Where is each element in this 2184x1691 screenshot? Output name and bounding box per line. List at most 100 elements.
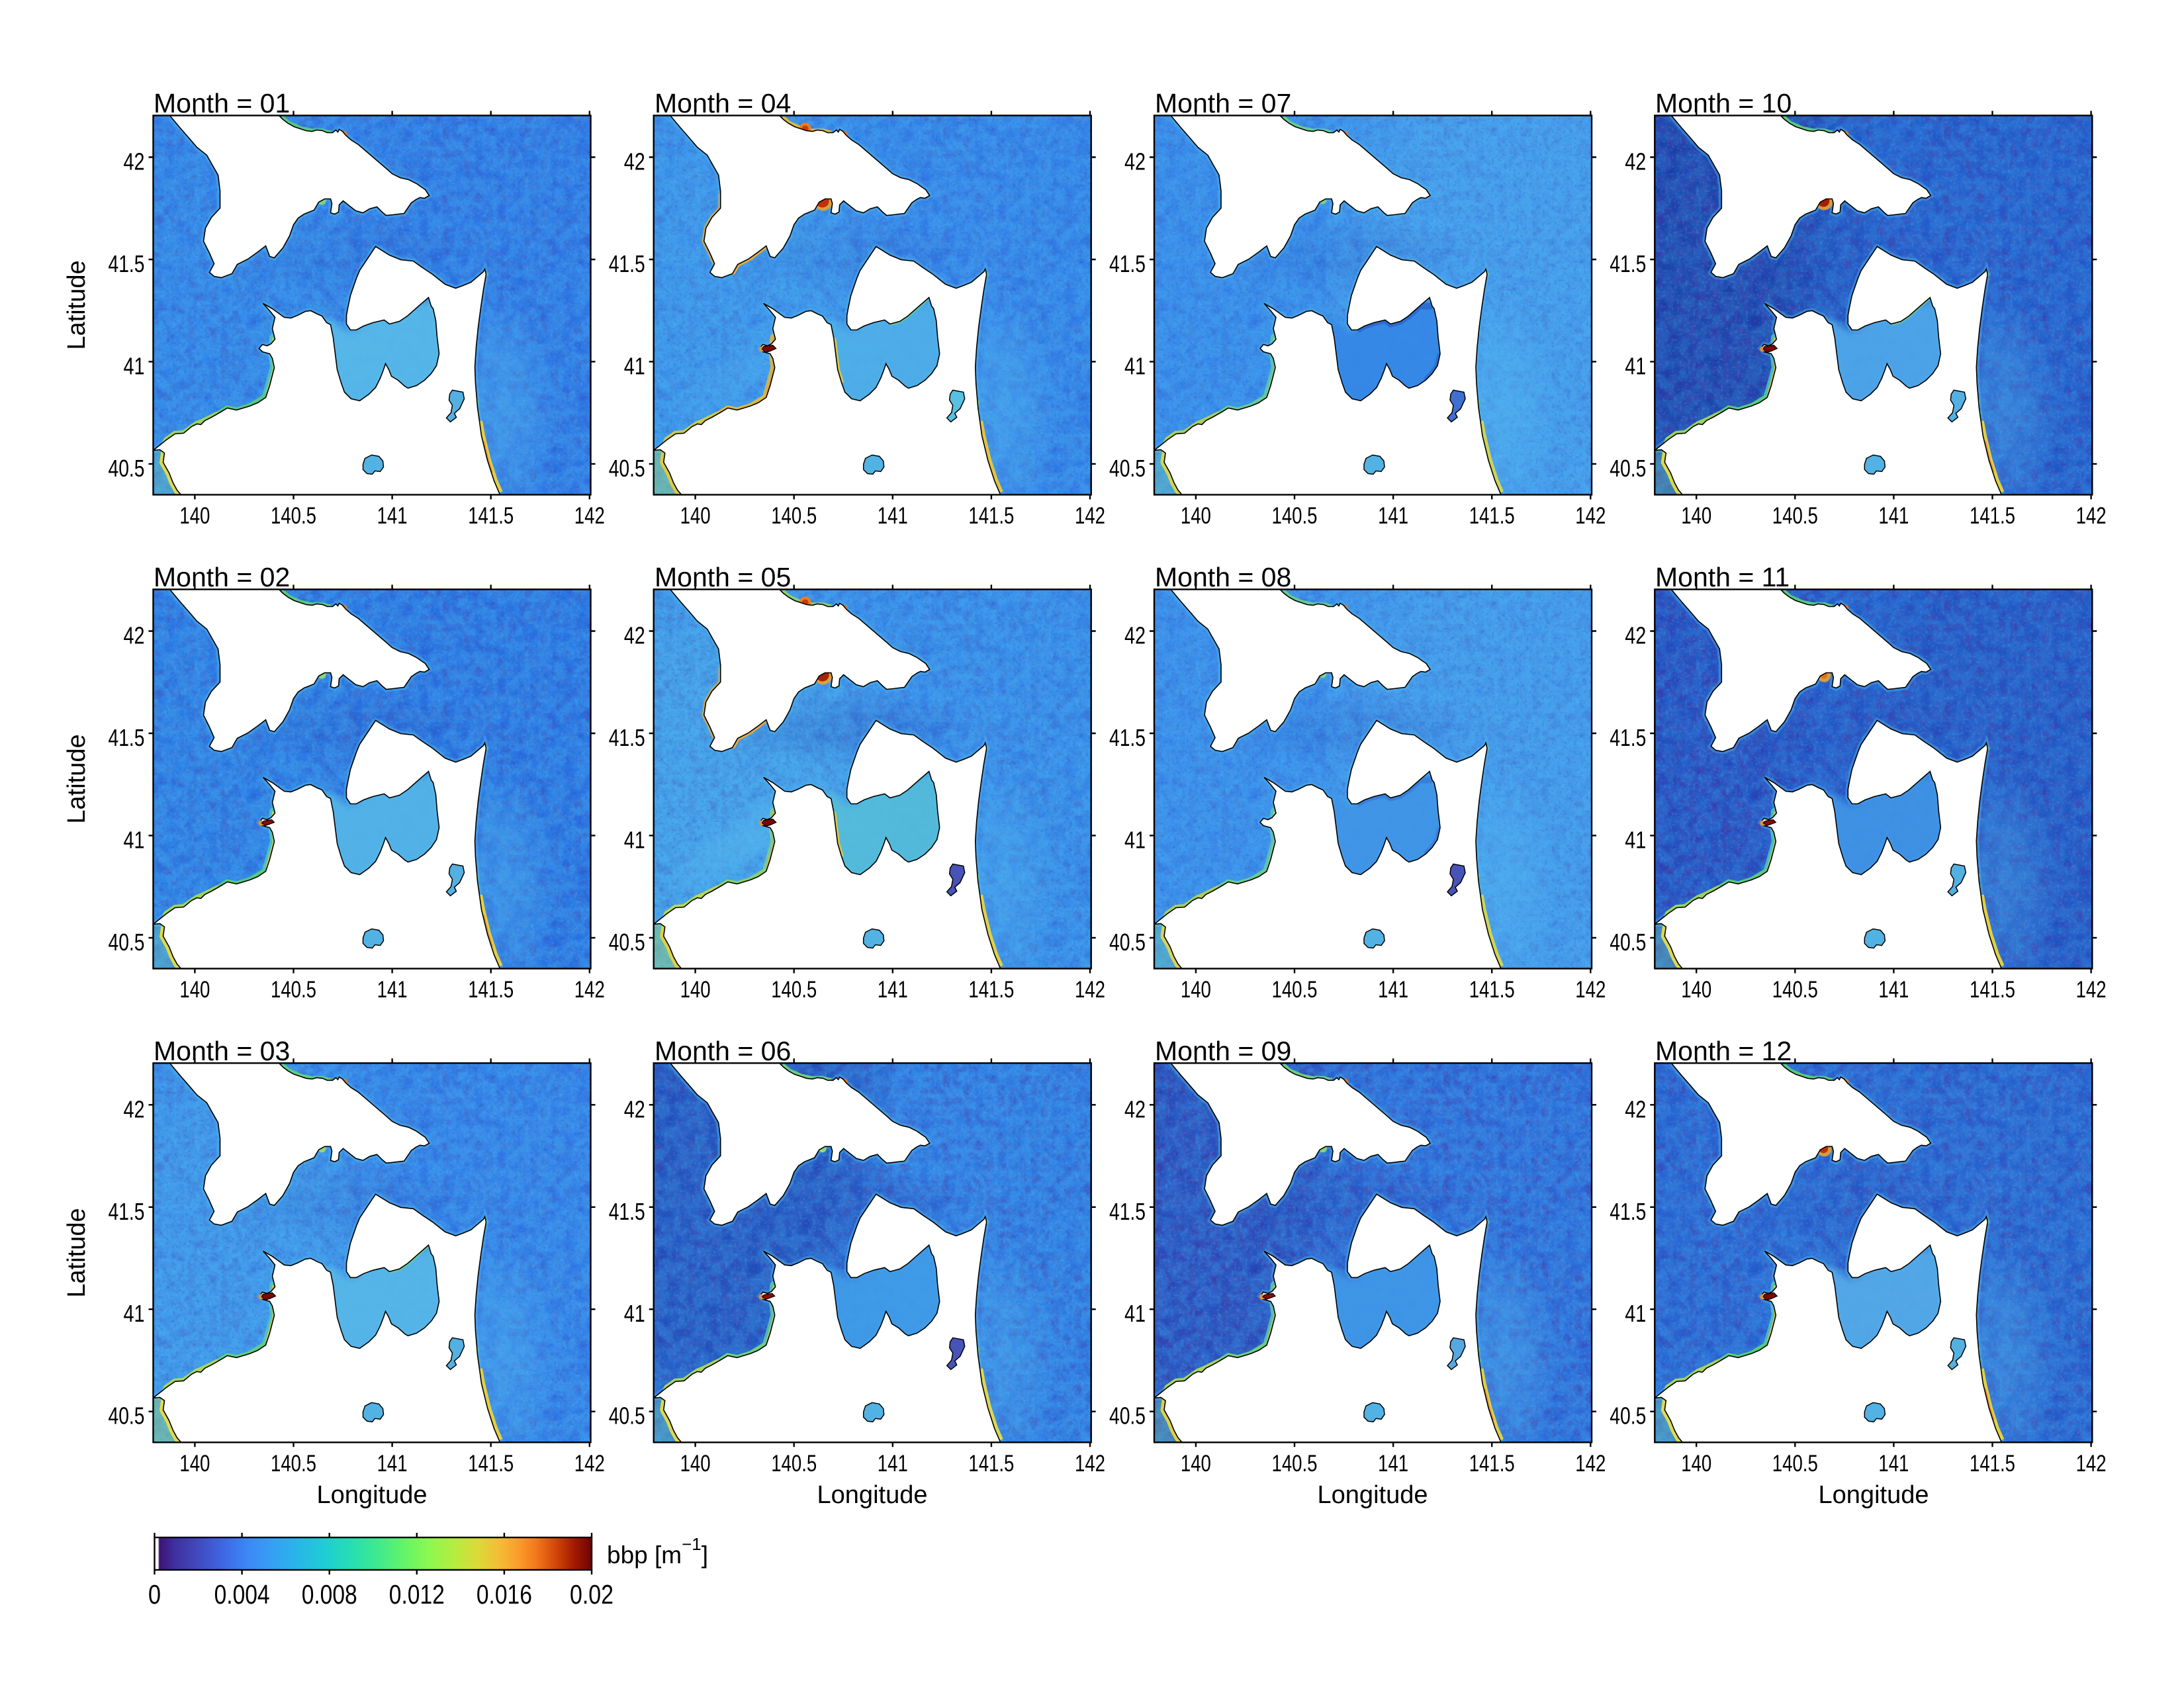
svg-text:140.5: 140.5 (771, 1451, 817, 1477)
svg-text:41.5: 41.5 (109, 724, 145, 751)
svg-text:40.5: 40.5 (1610, 929, 1646, 956)
svg-text:141.5: 141.5 (1469, 977, 1515, 1003)
svg-text:141: 141 (878, 1451, 908, 1477)
svg-text:140: 140 (179, 977, 210, 1003)
svg-text:140: 140 (680, 503, 711, 529)
svg-text:41: 41 (1124, 352, 1146, 379)
svg-text:40.5: 40.5 (609, 1402, 645, 1430)
svg-text:42: 42 (124, 148, 145, 175)
svg-text:42: 42 (1625, 622, 1646, 649)
svg-text:141.5: 141.5 (968, 1451, 1014, 1477)
svg-text:40.5: 40.5 (109, 455, 145, 482)
svg-text:140.5: 140.5 (1772, 1451, 1818, 1477)
svg-text:140.5: 140.5 (271, 503, 316, 529)
svg-text:41.5: 41.5 (109, 250, 145, 277)
svg-text:42: 42 (624, 148, 645, 175)
svg-text:140: 140 (1681, 977, 1711, 1003)
svg-text:140.5: 140.5 (1272, 503, 1318, 529)
svg-text:Month = 06: Month = 06 (655, 1036, 791, 1066)
svg-text:0.004: 0.004 (214, 1579, 270, 1610)
svg-text:141.5: 141.5 (1469, 1451, 1515, 1477)
svg-text:42: 42 (1625, 1095, 1646, 1122)
svg-text:40.5: 40.5 (1610, 455, 1646, 482)
svg-text:41: 41 (124, 826, 145, 853)
svg-text:141.5: 141.5 (968, 977, 1014, 1003)
svg-text:41: 41 (1625, 352, 1646, 379)
svg-text:141: 141 (1378, 977, 1408, 1003)
svg-text:41.5: 41.5 (1109, 250, 1146, 277)
svg-text:141: 141 (1378, 1451, 1408, 1477)
svg-text:142: 142 (2076, 1451, 2107, 1477)
svg-text:Latitude: Latitude (63, 260, 91, 349)
svg-text:142: 142 (2076, 503, 2107, 529)
svg-text:141.5: 141.5 (1970, 977, 2015, 1003)
svg-text:142: 142 (1075, 1451, 1105, 1477)
svg-text:Longitude: Longitude (317, 1481, 428, 1509)
svg-text:142: 142 (1575, 977, 1606, 1003)
svg-text:140.5: 140.5 (771, 503, 817, 529)
svg-text:141: 141 (878, 977, 908, 1003)
svg-text:140: 140 (179, 1451, 210, 1477)
svg-text:140.5: 140.5 (271, 1451, 316, 1477)
svg-text:42: 42 (124, 1095, 145, 1122)
svg-text:140.5: 140.5 (271, 977, 316, 1003)
svg-text:42: 42 (1124, 148, 1146, 175)
svg-text:0: 0 (148, 1579, 161, 1610)
svg-text:Longitude: Longitude (1819, 1481, 1929, 1509)
svg-text:41.5: 41.5 (609, 1198, 645, 1225)
svg-text:40.5: 40.5 (109, 1402, 145, 1430)
svg-text:0.016: 0.016 (477, 1579, 532, 1610)
svg-text:Month = 09: Month = 09 (1155, 1036, 1291, 1066)
svg-text:Month = 01: Month = 01 (154, 88, 290, 118)
svg-text:41: 41 (1625, 826, 1646, 853)
svg-text:Longitude: Longitude (1318, 1481, 1428, 1509)
svg-text:142: 142 (574, 1451, 605, 1477)
svg-text:142: 142 (1075, 503, 1105, 529)
svg-text:142: 142 (1575, 1451, 1606, 1477)
svg-text:41.5: 41.5 (609, 250, 645, 277)
svg-text:Month = 12: Month = 12 (1655, 1036, 1792, 1066)
svg-text:142: 142 (574, 503, 605, 529)
svg-text:Month = 05: Month = 05 (655, 562, 791, 592)
svg-text:41: 41 (1124, 826, 1146, 853)
svg-text:Month = 07: Month = 07 (1155, 88, 1291, 118)
svg-text:141: 141 (1878, 977, 1909, 1003)
svg-text:140: 140 (1681, 1451, 1711, 1477)
svg-text:Month = 04: Month = 04 (655, 88, 791, 118)
svg-text:Latitude: Latitude (63, 1208, 91, 1297)
svg-text:142: 142 (1075, 977, 1105, 1003)
svg-text:141: 141 (377, 977, 408, 1003)
svg-text:141.5: 141.5 (468, 977, 514, 1003)
svg-text:141.5: 141.5 (968, 503, 1014, 529)
svg-text:140.5: 140.5 (1272, 1451, 1318, 1477)
svg-text:0.012: 0.012 (389, 1579, 445, 1610)
svg-text:140.5: 140.5 (771, 977, 817, 1003)
svg-text:140: 140 (680, 1451, 711, 1477)
svg-text:Month = 03: Month = 03 (154, 1036, 290, 1066)
svg-text:Longitude: Longitude (817, 1481, 928, 1509)
svg-text:140.5: 140.5 (1772, 503, 1818, 529)
svg-text:41: 41 (624, 1300, 645, 1327)
svg-text:140: 140 (680, 977, 711, 1003)
svg-text:141: 141 (377, 1451, 408, 1477)
svg-text:40.5: 40.5 (109, 929, 145, 956)
svg-text:42: 42 (624, 1095, 645, 1122)
svg-text:42: 42 (1124, 622, 1146, 649)
svg-text:142: 142 (2076, 977, 2107, 1003)
svg-text:140.5: 140.5 (1272, 977, 1318, 1003)
svg-text:141: 141 (1878, 503, 1909, 529)
svg-text:142: 142 (574, 977, 605, 1003)
svg-text:140: 140 (179, 503, 210, 529)
svg-text:Month = 11: Month = 11 (1655, 562, 1790, 592)
svg-text:41.5: 41.5 (109, 1198, 145, 1225)
svg-text:Month = 02: Month = 02 (154, 562, 290, 592)
svg-text:140: 140 (1181, 503, 1211, 529)
svg-text:142: 142 (1575, 503, 1606, 529)
svg-text:141: 141 (377, 503, 408, 529)
svg-text:40.5: 40.5 (1109, 455, 1146, 482)
svg-text:41.5: 41.5 (1610, 1198, 1646, 1225)
svg-text:140: 140 (1681, 503, 1711, 529)
svg-text:40.5: 40.5 (1610, 1402, 1646, 1430)
svg-text:41: 41 (1124, 1300, 1146, 1327)
svg-text:41: 41 (624, 826, 645, 853)
